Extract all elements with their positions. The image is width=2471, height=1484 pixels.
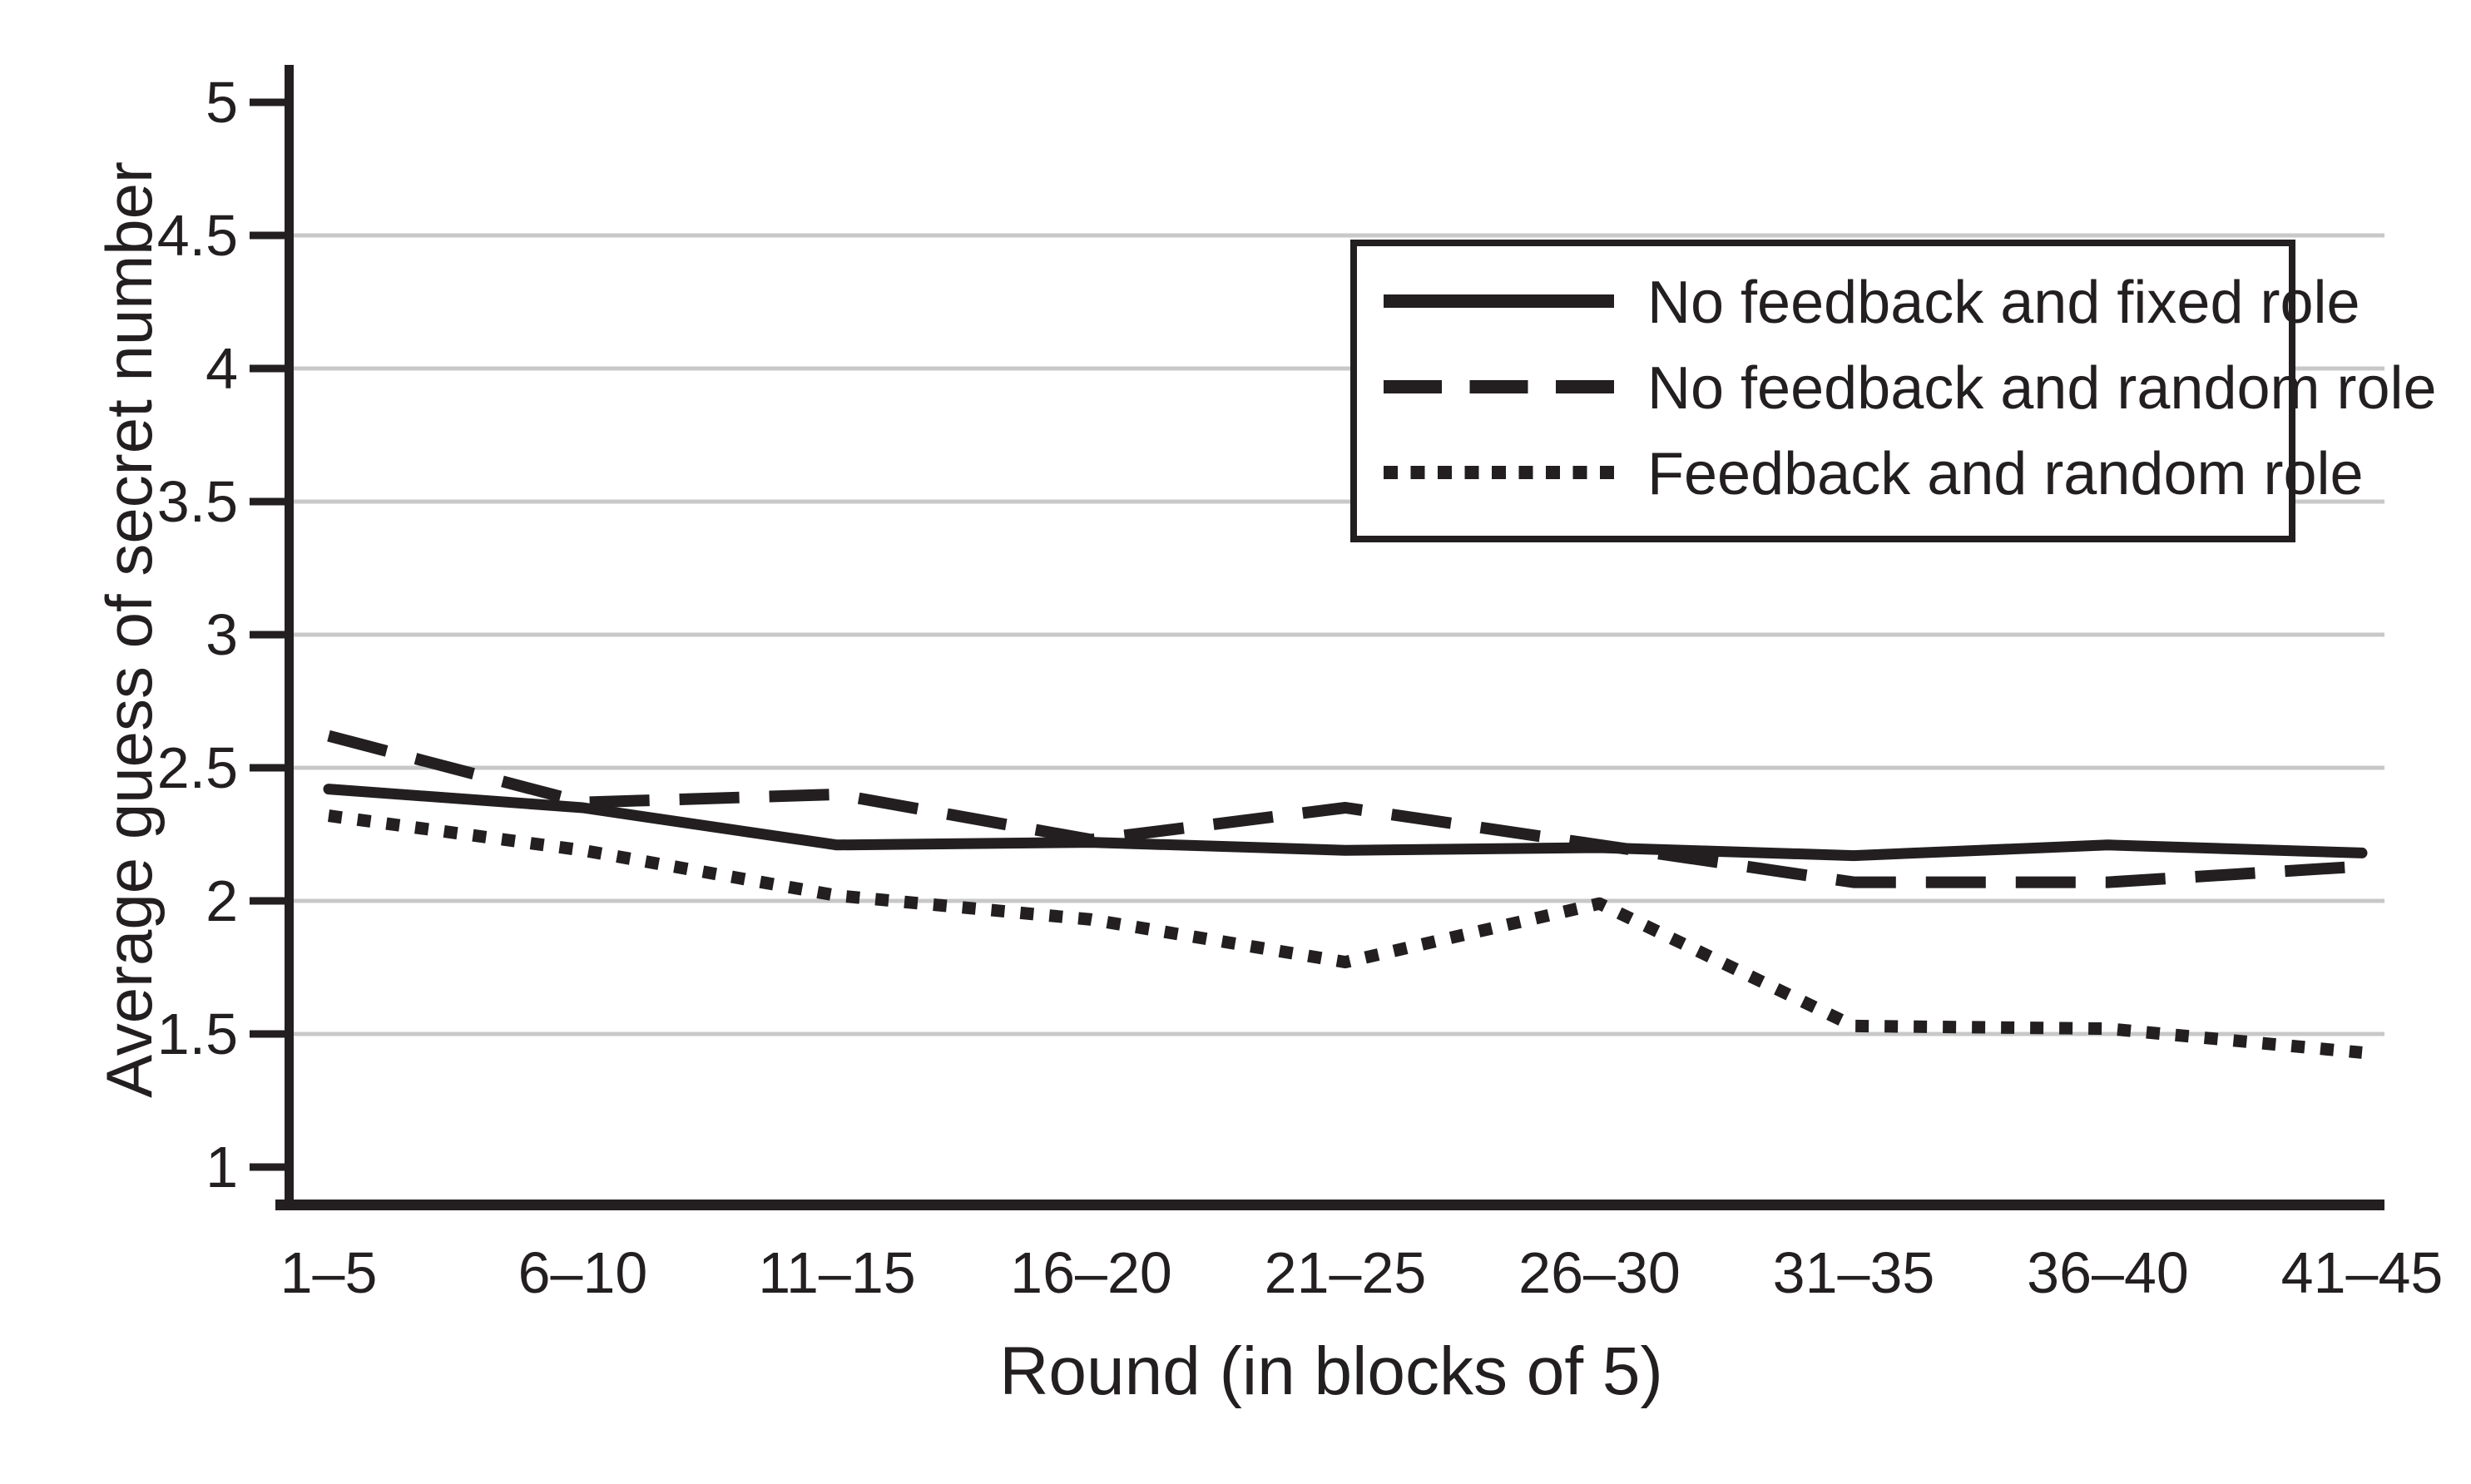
- x-tick-label: 26–30: [1518, 1240, 1681, 1305]
- x-tick-label: 36–40: [2027, 1240, 2189, 1305]
- series-line-solid: [323, 784, 2368, 862]
- y-tick-mark: [250, 1030, 285, 1038]
- x-tick-label: 6–10: [518, 1240, 648, 1305]
- gridlines: [294, 233, 2384, 1036]
- x-tick-label: 16–20: [1010, 1240, 1172, 1305]
- y-axis-title: Average guess of secret number: [92, 161, 166, 1098]
- y-tick-mark: [250, 631, 285, 639]
- y-tick-label: 5: [206, 70, 238, 135]
- x-tick-label: 31–35: [1773, 1240, 1935, 1305]
- series-line-dashed: [327, 730, 2363, 888]
- legend-label: Feedback and random role: [1647, 441, 2364, 507]
- series-lines: [323, 730, 2368, 1059]
- y-tick-label: 3: [206, 602, 238, 667]
- x-tick-label: 41–45: [2281, 1240, 2444, 1305]
- y-tick-label: 3.5: [157, 469, 238, 534]
- y-tick-mark: [250, 98, 285, 106]
- x-tick-label: 21–25: [1265, 1240, 1427, 1305]
- y-tick-label: 2.5: [157, 735, 238, 800]
- series-line-dotted: [327, 809, 2363, 1059]
- axes: [275, 65, 2384, 1210]
- y-tick-mark: [250, 231, 285, 240]
- legend-label: No feedback and random role: [1647, 355, 2437, 422]
- y-tick-label: 4: [206, 336, 238, 401]
- y-tick-marks: [250, 98, 285, 1171]
- legend: No feedback and fixed role No feedback an…: [1350, 240, 2437, 542]
- y-axis-spine: [285, 65, 294, 1209]
- x-tick-labels: 1–5 6–10 11–15 16–20 21–25 26–30 31–35 36–40 41–…: [280, 1240, 2444, 1305]
- y-tick-mark: [250, 1163, 285, 1171]
- y-tick-label: 2: [206, 868, 238, 933]
- y-tick-label: 4.5: [157, 203, 238, 268]
- legend-box: [1350, 240, 2295, 542]
- y-tick-mark: [250, 764, 285, 772]
- x-axis-title: Round (in blocks of 5): [999, 1333, 1663, 1409]
- y-tick-label: 1: [206, 1135, 238, 1200]
- y-tick-label: 1.5: [157, 1002, 238, 1066]
- x-tick-label: 1–5: [280, 1240, 378, 1305]
- y-tick-mark: [250, 364, 285, 373]
- x-axis-spine: [275, 1200, 2384, 1210]
- x-tick-label: 11–15: [758, 1240, 915, 1305]
- legend-label: No feedback and fixed role: [1647, 270, 2360, 336]
- y-tick-labels: 5 4.5 4 3.5 3 2.5 2 1.5 1: [157, 70, 238, 1200]
- y-tick-mark: [250, 497, 285, 506]
- y-tick-mark: [250, 897, 285, 905]
